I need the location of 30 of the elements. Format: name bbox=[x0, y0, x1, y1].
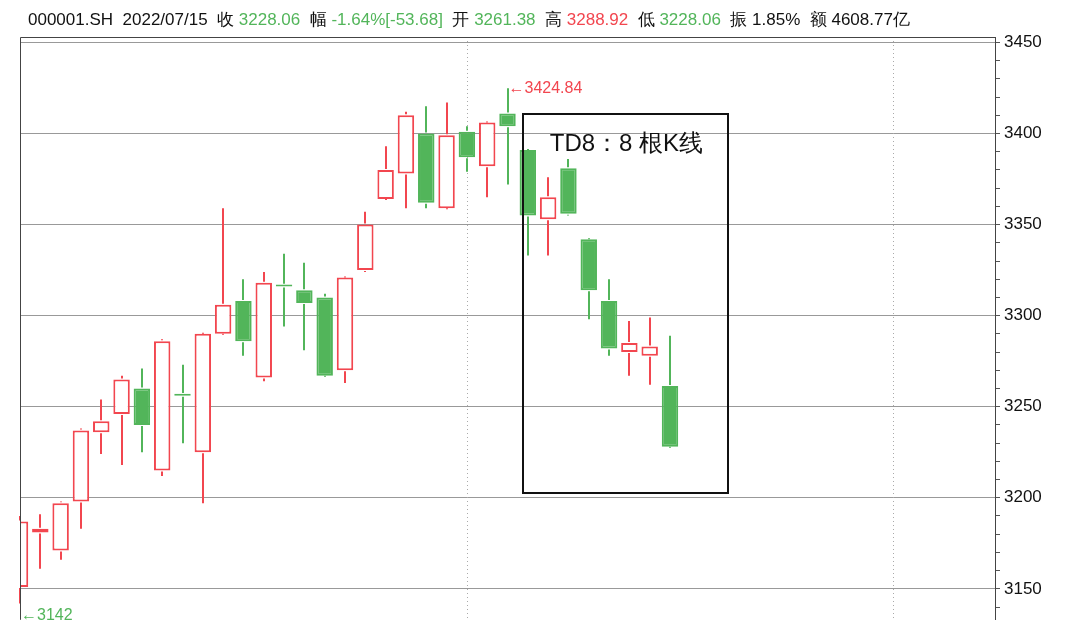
annotation: ←3424.84 bbox=[508, 78, 583, 96]
candlestick bbox=[214, 207, 232, 334]
candlestick bbox=[418, 105, 435, 210]
candlestick bbox=[235, 278, 252, 357]
y-tick-label: 3350 bbox=[1004, 214, 1042, 234]
candlestick bbox=[539, 176, 557, 257]
annotation: ←3142 bbox=[21, 605, 73, 623]
annotation: TD8：8 根K线 bbox=[549, 128, 704, 159]
candlestick bbox=[133, 367, 151, 454]
y-tick-label: 3400 bbox=[1004, 123, 1042, 143]
candlestick bbox=[194, 333, 212, 505]
candlestick bbox=[397, 110, 415, 210]
candlestick bbox=[377, 145, 394, 200]
y-tick-label: 3150 bbox=[1004, 578, 1042, 598]
candlestick bbox=[478, 122, 496, 199]
candlestick bbox=[641, 316, 658, 386]
y-tick-label: 3200 bbox=[1004, 487, 1042, 507]
candlestick bbox=[438, 101, 455, 209]
candlestick bbox=[336, 277, 354, 385]
y-tick-label: 3250 bbox=[1004, 396, 1042, 416]
candlestick bbox=[661, 334, 679, 447]
candlestick bbox=[621, 320, 638, 377]
candlestick bbox=[600, 278, 618, 357]
candlestick bbox=[580, 239, 597, 321]
candlestick bbox=[113, 374, 130, 466]
chart-title: 000001.SH 2022/07/15 收 3228.06 幅 -1.64%[-53.68] 开 3261.38 高 3288.92 低 3228.06 振 1.85% 额 4608.77亿 bbox=[28, 10, 910, 29]
y-tick-label: 3300 bbox=[1004, 305, 1042, 325]
candlestick bbox=[458, 125, 476, 173]
candlestick bbox=[255, 270, 272, 383]
y-tick-label: 3450 bbox=[1004, 32, 1042, 52]
